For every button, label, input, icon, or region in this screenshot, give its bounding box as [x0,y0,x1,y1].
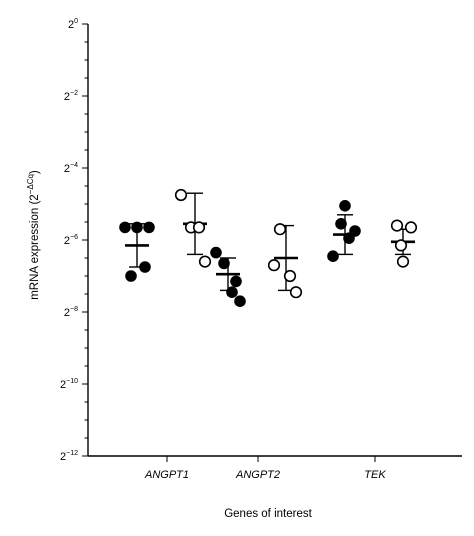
open-point [192,221,206,234]
y-tick-label: 2−8 [64,306,78,319]
filled-point [327,250,339,263]
filled-point [343,232,355,244]
filled-point [139,261,151,273]
x-axis-title: Genes of interest [224,508,312,520]
filled-point [143,221,155,234]
open-point [283,269,297,283]
y-axis-ticks: 20 2−2 2−4 2−6 2−8 2−10 2−12 [60,18,88,463]
filled-point [210,246,222,259]
filled-point [218,257,230,270]
filled-point [125,270,137,282]
open-point [273,223,287,236]
open-point [174,188,188,202]
open-point [396,255,410,268]
x-tick-label: ANGPT1 [144,469,189,481]
y-tick-label: 2−12 [60,450,78,463]
filled-point [226,286,238,299]
filled-point [234,295,246,308]
open-point [289,286,303,299]
filled-point [230,275,242,288]
open-point [394,239,408,252]
open-point [267,259,281,272]
y-tick-label: 20 [68,18,78,31]
filled-point [335,218,347,230]
y-tick-label: 2−4 [64,162,78,175]
plot-marks [119,188,418,308]
y-axis-title: mRNA expression (2−ΔCq) [26,170,41,300]
open-point [390,219,404,232]
x-tick-label: TEK [364,469,386,481]
y-tick-label: 2−10 [60,378,78,391]
open-point [404,221,418,234]
y-tick-label: 2−2 [64,90,78,103]
filled-point [119,221,131,234]
open-point [198,255,212,268]
filled-point [339,200,351,212]
filled-point [131,221,143,234]
y-tick-label: 2−6 [64,234,78,247]
x-tick-label: ANGPT2 [235,469,280,481]
